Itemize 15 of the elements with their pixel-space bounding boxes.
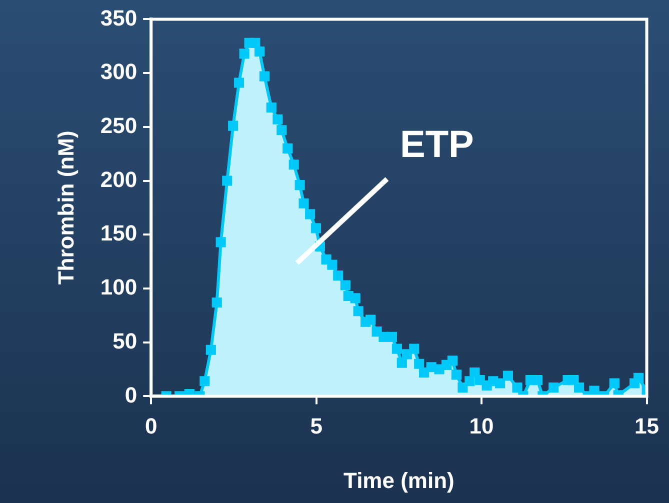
y-tick-label: 50 xyxy=(112,328,138,354)
x-tick-label: 0 xyxy=(144,413,158,438)
y-tick-label: 100 xyxy=(100,274,138,300)
y-tick-label: 150 xyxy=(100,220,138,246)
x-tick-label: 15 xyxy=(634,413,660,438)
y-tick-label: 250 xyxy=(100,112,138,138)
annotation: ETP xyxy=(400,124,474,167)
y-axis-title: Thrombin (nM) xyxy=(53,130,78,285)
x-axis-title: Time (min) xyxy=(344,468,454,493)
y-tick-label: 300 xyxy=(100,59,138,84)
y-tick-label: 350 xyxy=(100,5,138,30)
x-tick-label: 10 xyxy=(469,413,494,438)
y-tick-label: 0 xyxy=(124,382,138,408)
y-tick-label: 200 xyxy=(100,166,138,192)
x-tick-label: 5 xyxy=(310,413,322,438)
